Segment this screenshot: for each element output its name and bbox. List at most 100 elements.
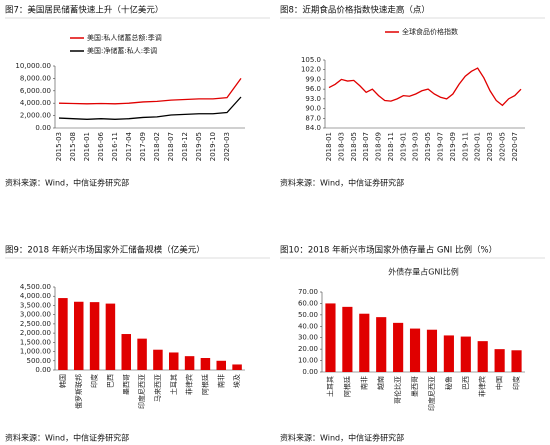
x-tick-label: 埃及 [232, 374, 241, 388]
x-tick-label: 2018-07 [167, 132, 175, 161]
bar [169, 352, 179, 370]
source-note: 资料来源：Wind，中信证券研究部 [280, 433, 404, 443]
x-tick-label: 2016-11 [111, 132, 119, 161]
y-tick-label: 30.00 [298, 334, 318, 342]
y-tick-label: 8,000.00 [20, 74, 51, 82]
x-tick-label: 2018-12 [181, 132, 189, 161]
bar [232, 364, 242, 370]
bar [153, 349, 163, 370]
x-tick-label: 2019-05 [195, 132, 203, 161]
source-note: 资料来源：Wind，中信证券研究部 [5, 433, 129, 443]
chart-subtitle: 外债存量占GNI比例 [388, 267, 459, 277]
x-tick-label: 印度尼西亚 [137, 374, 146, 409]
x-tick-label: 印度 [90, 374, 99, 388]
x-tick-label: 2017-04 [125, 131, 133, 161]
bar [216, 360, 226, 370]
x-tick-label: 2019-11 [461, 132, 469, 161]
x-tick-label: 南非 [359, 376, 368, 390]
bar [443, 335, 454, 372]
x-tick-label: 2019-01 [399, 132, 407, 161]
x-tick-label: 2018-03 [337, 132, 345, 161]
y-tick-label: 87.0 [305, 114, 321, 122]
x-tick-label: 2016-06 [97, 131, 105, 161]
series-line [328, 67, 522, 107]
y-tick-label: 20.00 [298, 345, 318, 353]
x-tick-label: 2018-02 [153, 132, 161, 161]
legend-label: 全球食品价格指数 [402, 27, 458, 36]
y-tick-label: 96.0 [305, 85, 321, 93]
x-tick-label: 印度尼西亚 [427, 376, 436, 411]
x-tick-label: 2016-01 [83, 132, 91, 161]
x-tick-label: 2018-05 [350, 132, 358, 161]
x-tick-label: 韩国 [58, 374, 67, 388]
bar [58, 298, 68, 370]
y-tick-label: 70.00 [298, 288, 318, 296]
y-tick-label: 50.00 [298, 311, 318, 319]
x-tick-label: 菲律宾 [185, 374, 194, 395]
x-tick-label: 2018-07 [362, 132, 370, 161]
x-tick-label: 阿根廷 [200, 374, 209, 395]
y-tick-label: 1,500.00 [20, 338, 51, 346]
y-tick-label: 500.00 [27, 357, 52, 365]
source-note: 资料来源：Wind，中信证券研究部 [5, 178, 129, 188]
x-tick-label: 巴西 [106, 374, 114, 388]
x-tick-label: 2018-11 [387, 132, 395, 161]
chart-title: 图9：2018 年新兴市场国家外汇储备规模（亿美元） [5, 245, 205, 256]
x-tick-label: 2018-01 [325, 132, 333, 161]
x-tick-label: 2019-10 [209, 132, 217, 161]
x-tick-label: 2020-05 [498, 132, 506, 161]
x-tick-label: 俄罗斯联邦 [74, 374, 83, 409]
y-tick-label: 105.0 [301, 56, 321, 64]
y-tick-label: 4,500.00 [20, 283, 51, 291]
y-tick-label: 4,000.00 [20, 99, 51, 107]
series-line [58, 78, 242, 105]
y-tick-label: 2,000.00 [20, 112, 51, 120]
chart-title: 图8：近期食品价格指数快速走高（点） [280, 5, 430, 16]
x-tick-label: 马来西亚 [154, 374, 162, 402]
y-tick-label: 99.0 [305, 75, 321, 83]
x-tick-label: 2020-07 [511, 132, 519, 161]
y-tick-label: 10.00 [298, 357, 318, 365]
x-tick-label: 2020-03 [223, 132, 231, 161]
x-tick-label: 2019-07 [436, 132, 444, 161]
bar [325, 303, 336, 372]
bar [359, 313, 370, 372]
source-note: 资料来源：Wind，中信证券研究部 [280, 178, 404, 188]
bar [376, 317, 387, 372]
y-tick-label: 84.0 [305, 124, 321, 132]
x-tick-label: 菲律宾 [478, 376, 487, 397]
bar [477, 341, 488, 372]
y-tick-label: 93.0 [305, 95, 321, 103]
y-tick-label: 2,500.00 [20, 320, 51, 328]
bar [494, 349, 505, 372]
x-tick-label: 中国 [495, 376, 504, 390]
y-tick-label: 102.0 [301, 66, 321, 74]
x-tick-label: 2015-08 [69, 132, 77, 161]
bar [460, 336, 471, 372]
x-tick-label: 秘鲁 [444, 376, 453, 390]
bar [121, 334, 131, 370]
x-tick-label: 2018-09 [375, 132, 383, 161]
y-tick-label: 0.00 [35, 124, 51, 132]
series-line [58, 96, 242, 120]
x-tick-label: 2017-09 [139, 132, 147, 161]
bar [137, 338, 147, 370]
y-tick-label: 6,000.00 [20, 87, 51, 95]
bar [74, 301, 84, 370]
x-tick-label: 2019-05 [424, 132, 432, 161]
y-tick-label: 3,500.00 [20, 301, 51, 309]
x-tick-label: 哥伦比亚 [393, 376, 402, 404]
y-tick-label: 10,000.00 [15, 62, 51, 70]
legend-label: 美国:净储蓄:私人:季调 [87, 46, 157, 55]
x-tick-label: 墨西哥 [411, 376, 419, 397]
x-tick-label: 2020-03 [486, 132, 494, 161]
y-tick-label: 0.00 [302, 368, 318, 376]
x-tick-label: 越南 [376, 376, 385, 390]
bar [200, 358, 211, 370]
x-tick-label: 2019-09 [449, 132, 457, 161]
x-tick-label: 巴西 [462, 376, 470, 390]
x-tick-label: 2015-03 [55, 132, 63, 161]
y-tick-label: 60.00 [298, 299, 318, 307]
y-tick-label: 2,000.00 [20, 329, 51, 337]
